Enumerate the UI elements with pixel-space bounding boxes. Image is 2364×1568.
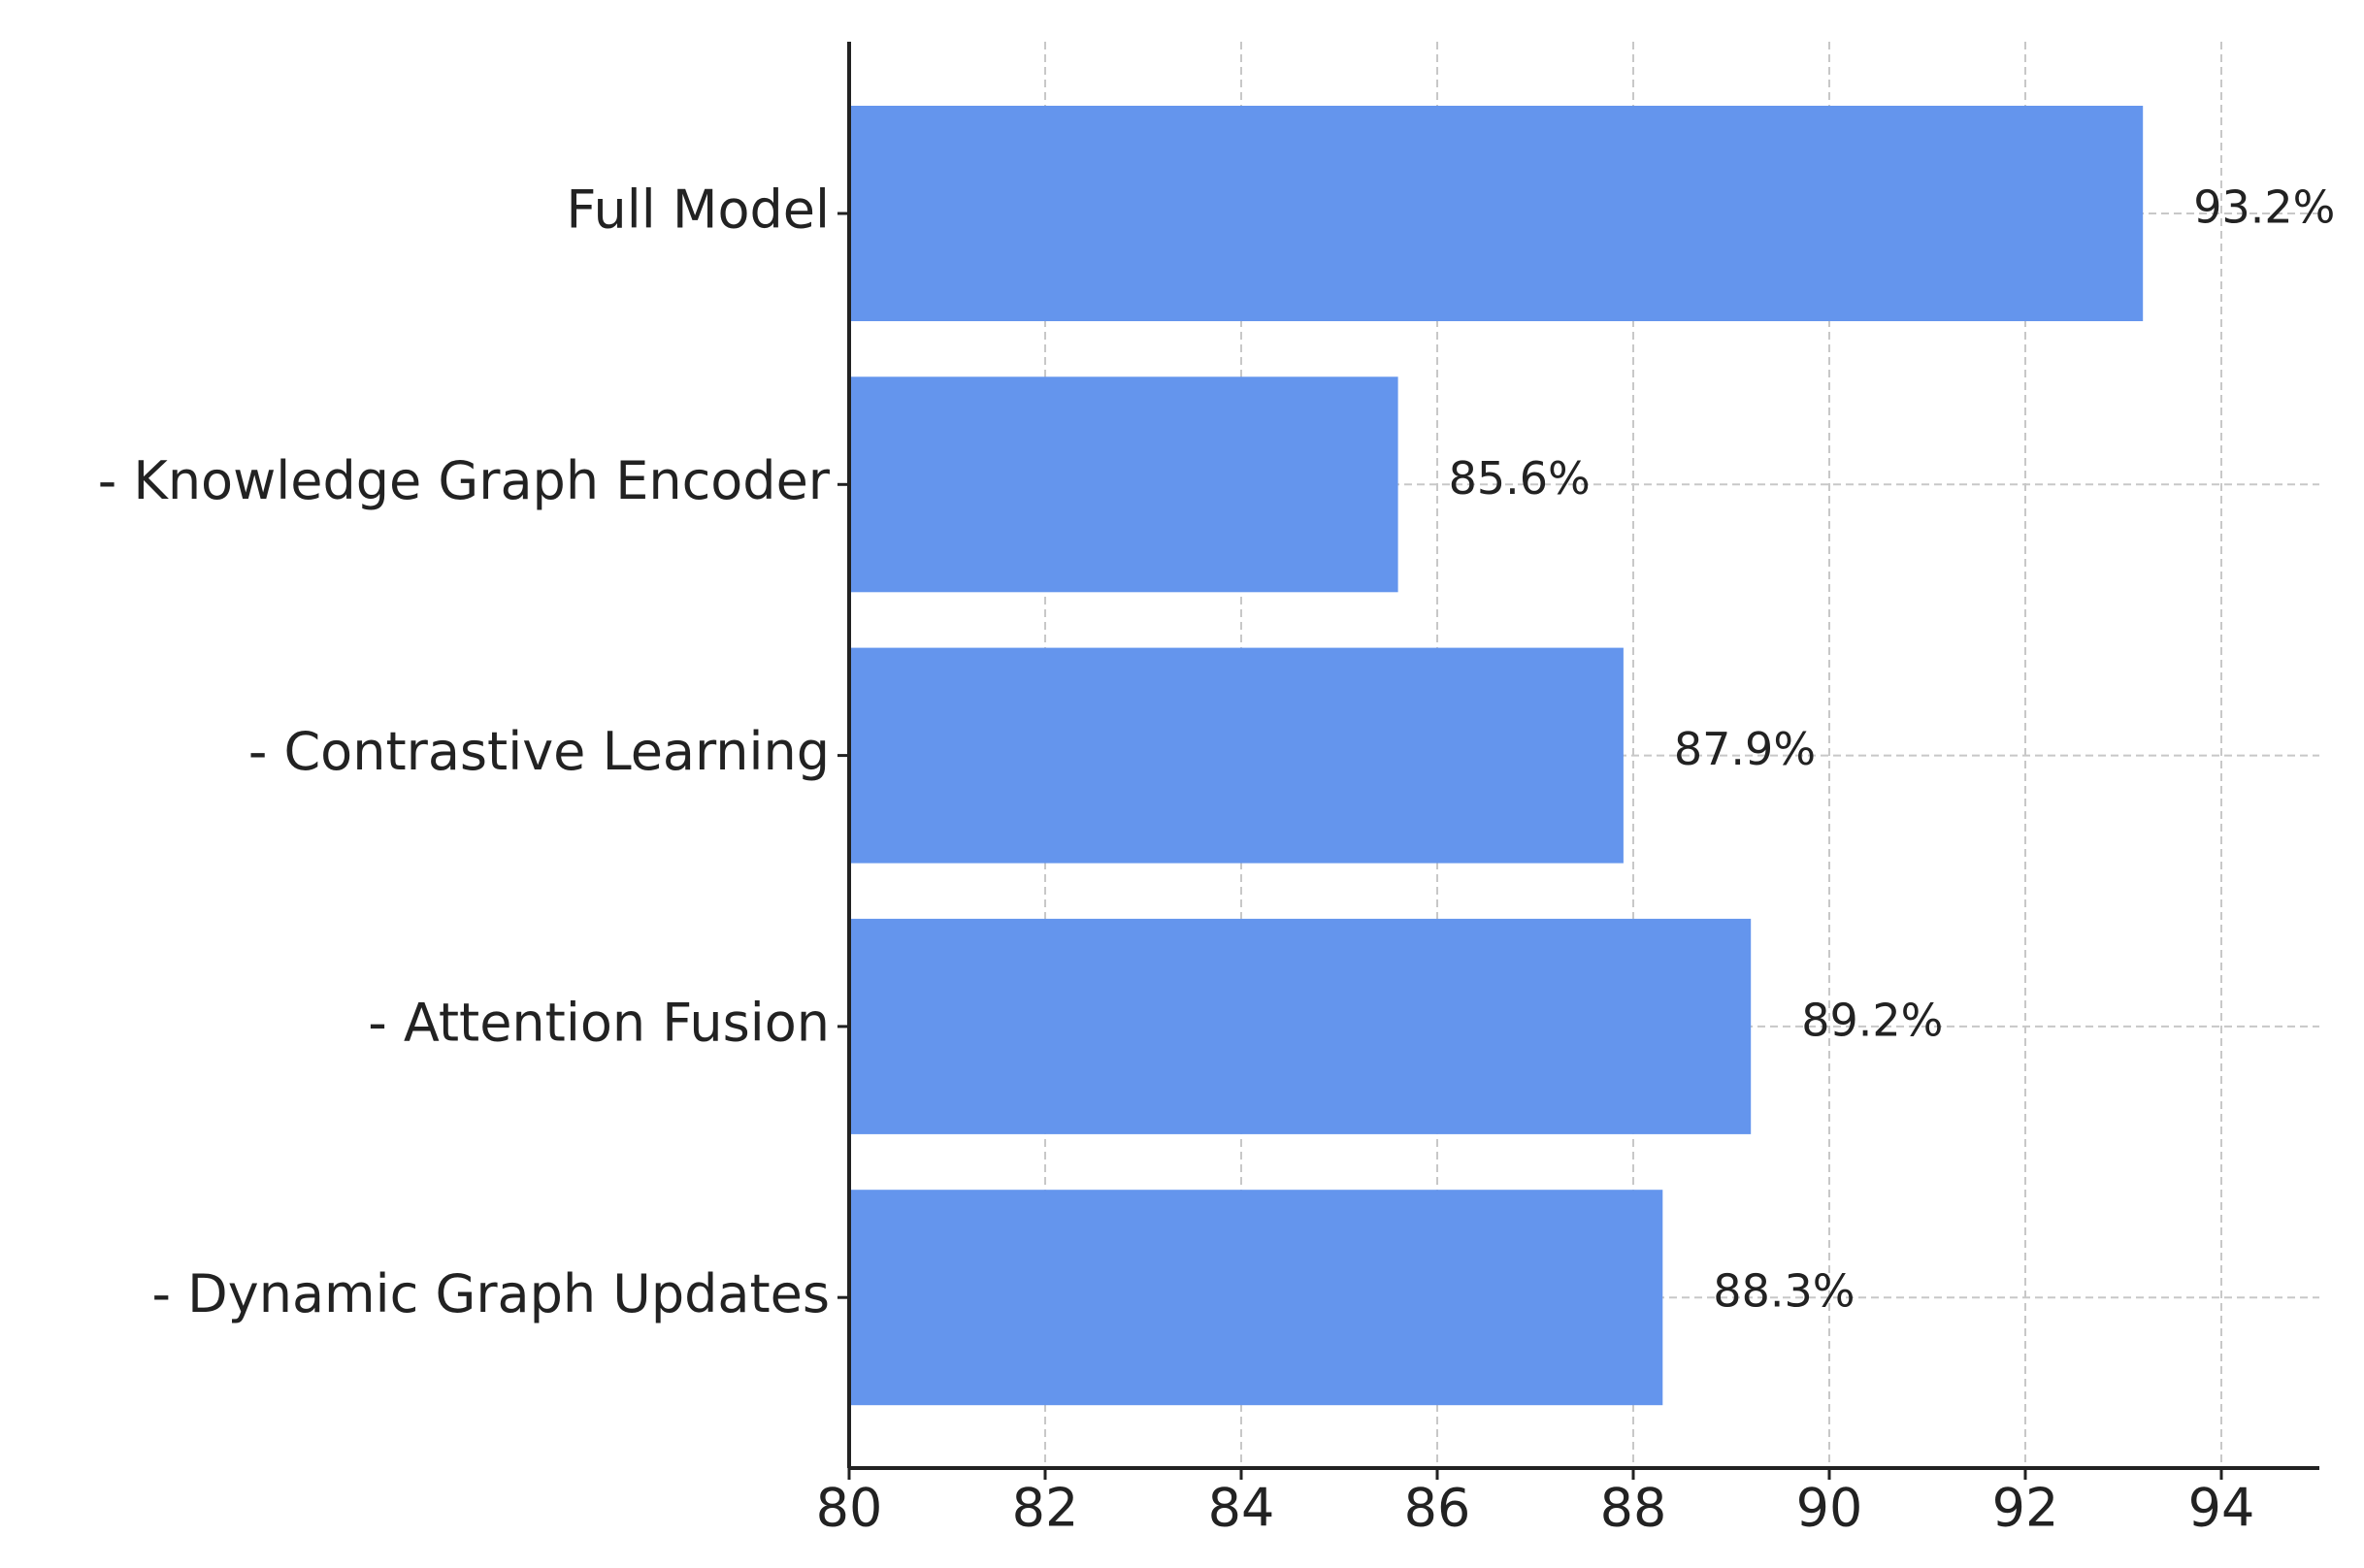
bar [849, 647, 1624, 864]
bar [849, 106, 2144, 321]
x-tick-label: 84 [1208, 1478, 1275, 1539]
value-label: 89.2% [1801, 994, 1943, 1046]
x-tick-label: 90 [1796, 1478, 1863, 1539]
y-tick-label: - Knowledge Graph Encoder [98, 450, 831, 511]
value-label: 87.9% [1674, 723, 1816, 775]
bar [849, 1190, 1663, 1406]
x-tick-label: 92 [1992, 1478, 2059, 1539]
bar [849, 918, 1752, 1134]
value-label: 85.6% [1449, 452, 1591, 505]
y-tick-label: - Contrastive Learning [248, 721, 830, 782]
value-label: 93.2% [2193, 181, 2335, 234]
bar [849, 376, 1398, 593]
x-tick-label: 80 [816, 1478, 883, 1539]
y-tick-label: - Dynamic Graph Updates [152, 1263, 830, 1324]
x-tick-label: 88 [1600, 1478, 1667, 1539]
y-tick-label: - Attention Fusion [368, 993, 830, 1054]
x-tick-label: 94 [2188, 1478, 2255, 1539]
value-label: 88.3% [1713, 1265, 1855, 1318]
x-tick-label: 82 [1012, 1478, 1079, 1539]
x-tick-label: 86 [1404, 1478, 1471, 1539]
y-tick-label: Full Model [566, 180, 830, 241]
